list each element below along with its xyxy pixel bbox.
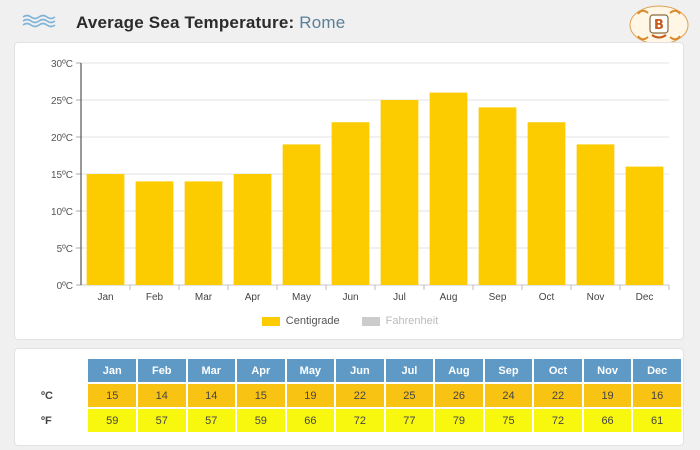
celsius-cell: 14: [187, 384, 236, 407]
page-header: Average Sea Temperature: Rome B: [0, 0, 700, 45]
temperature-table: Jan Feb Mar Apr May Jun Jul Aug Sep Oct …: [25, 357, 683, 434]
bar-jul: [380, 100, 419, 285]
celsius-cell: 15: [88, 384, 136, 407]
x-tick-label: Nov: [587, 292, 605, 303]
legend-swatch-fahrenheit: [361, 316, 380, 326]
fahrenheit-cell: 57: [137, 409, 186, 432]
y-tick-label: 20ºC: [51, 133, 73, 144]
month-header: Feb: [137, 359, 186, 382]
bar-dec: [625, 166, 664, 285]
celsius-cell: 22: [336, 384, 384, 407]
site-logo[interactable]: B: [628, 4, 690, 46]
fahrenheit-cell: 59: [237, 409, 285, 432]
fahrenheit-cell: 59: [88, 409, 136, 432]
bar-may: [282, 144, 321, 285]
legend-item-fahrenheit[interactable]: Fahrenheit: [361, 315, 439, 327]
bar-apr: [233, 174, 272, 285]
month-header: Jun: [336, 359, 384, 382]
x-tick-label: Jul: [393, 292, 406, 303]
fahrenheit-cell: 77: [385, 409, 434, 432]
y-tick-label: 5ºC: [57, 244, 73, 255]
y-tick-label: 30ºC: [51, 59, 73, 70]
fahrenheit-cell: 72: [336, 409, 384, 432]
x-tick-label: Feb: [146, 292, 164, 303]
x-tick-label: May: [292, 292, 311, 303]
celsius-cell: 15: [237, 384, 285, 407]
celsius-cell: 19: [286, 384, 335, 407]
wave-icon: [22, 14, 56, 28]
month-header: Apr: [237, 359, 285, 382]
city-name: Rome: [299, 13, 346, 32]
month-header: Sep: [484, 359, 533, 382]
month-header: Oct: [534, 359, 582, 382]
month-header: Aug: [435, 359, 483, 382]
month-header: Nov: [583, 359, 632, 382]
svg-text:B: B: [654, 18, 664, 33]
fahrenheit-row: ºF 59 57 57 59 66 72 77 79 75 72 66 61: [27, 409, 681, 432]
x-tick-label: Aug: [440, 292, 458, 303]
table-panel: Jan Feb Mar Apr May Jun Jul Aug Sep Oct …: [14, 348, 684, 446]
legend-label-centigrade: Centigrade: [285, 315, 340, 327]
month-header-row: Jan Feb Mar Apr May Jun Jul Aug Sep Oct …: [27, 359, 681, 382]
y-tick-label: 0ºC: [57, 281, 73, 292]
x-tick-label: Mar: [195, 292, 213, 303]
y-tick-label: 10ºC: [51, 207, 73, 218]
fahrenheit-cell: 75: [484, 409, 533, 432]
month-header: Jan: [88, 359, 136, 382]
x-tick-label: Dec: [636, 292, 654, 303]
celsius-row: ºC 15 14 14 15 19 22 25 26 24 22 19 16: [27, 384, 681, 407]
fahrenheit-cell: 66: [583, 409, 632, 432]
x-tick-label: Oct: [539, 292, 555, 303]
title-text: Average Sea Temperature:: [76, 13, 295, 32]
chart-legend: Centigrade Fahrenheit: [15, 313, 685, 329]
table-corner: [27, 359, 86, 382]
celsius-cell: 16: [633, 384, 681, 407]
celsius-cell: 26: [435, 384, 483, 407]
x-tick-label: Jun: [342, 292, 358, 303]
celsius-cell: 24: [484, 384, 533, 407]
bar-jan: [86, 174, 125, 285]
celsius-cell: 25: [385, 384, 434, 407]
fahrenheit-cell: 66: [286, 409, 335, 432]
fahrenheit-cell: 57: [187, 409, 236, 432]
y-tick-label: 15ºC: [51, 170, 73, 181]
bar-oct: [527, 122, 566, 285]
fahrenheit-cell: 72: [534, 409, 582, 432]
month-header: Dec: [633, 359, 681, 382]
page-title: Average Sea Temperature: Rome: [76, 13, 345, 33]
y-tick-label: 25ºC: [51, 96, 73, 107]
month-header: Mar: [187, 359, 236, 382]
chart-panel: 0ºC 5ºC 10ºC 15ºC 20ºC 25ºC 30ºC Jan Feb Mar Apr Ma…: [14, 42, 684, 340]
bar-chart: 0ºC 5ºC 10ºC 15ºC 20ºC 25ºC 30ºC Jan Feb Mar Apr Ma…: [51, 59, 670, 303]
legend-swatch-centigrade: [261, 316, 280, 326]
x-tick-label: Jan: [97, 292, 113, 303]
celsius-cell: 19: [583, 384, 632, 407]
legend-label-fahrenheit: Fahrenheit: [385, 315, 439, 327]
bar-feb: [135, 181, 174, 285]
celsius-cell: 14: [137, 384, 186, 407]
bar-jun: [331, 122, 370, 285]
celsius-row-label: ºC: [41, 389, 53, 402]
x-tick-label: Apr: [245, 292, 261, 303]
month-header: May: [286, 359, 335, 382]
bar-sep: [478, 107, 517, 286]
fahrenheit-cell: 79: [435, 409, 483, 432]
bar-aug: [429, 92, 468, 285]
bar-mar: [184, 181, 223, 285]
celsius-cell: 22: [534, 384, 582, 407]
fahrenheit-cell: 61: [633, 409, 681, 432]
legend-item-centigrade[interactable]: Centigrade: [261, 315, 340, 327]
fahrenheit-row-label: ºF: [41, 414, 52, 427]
bar-nov: [576, 144, 615, 285]
month-header: Jul: [385, 359, 434, 382]
x-tick-label: Sep: [489, 292, 507, 303]
